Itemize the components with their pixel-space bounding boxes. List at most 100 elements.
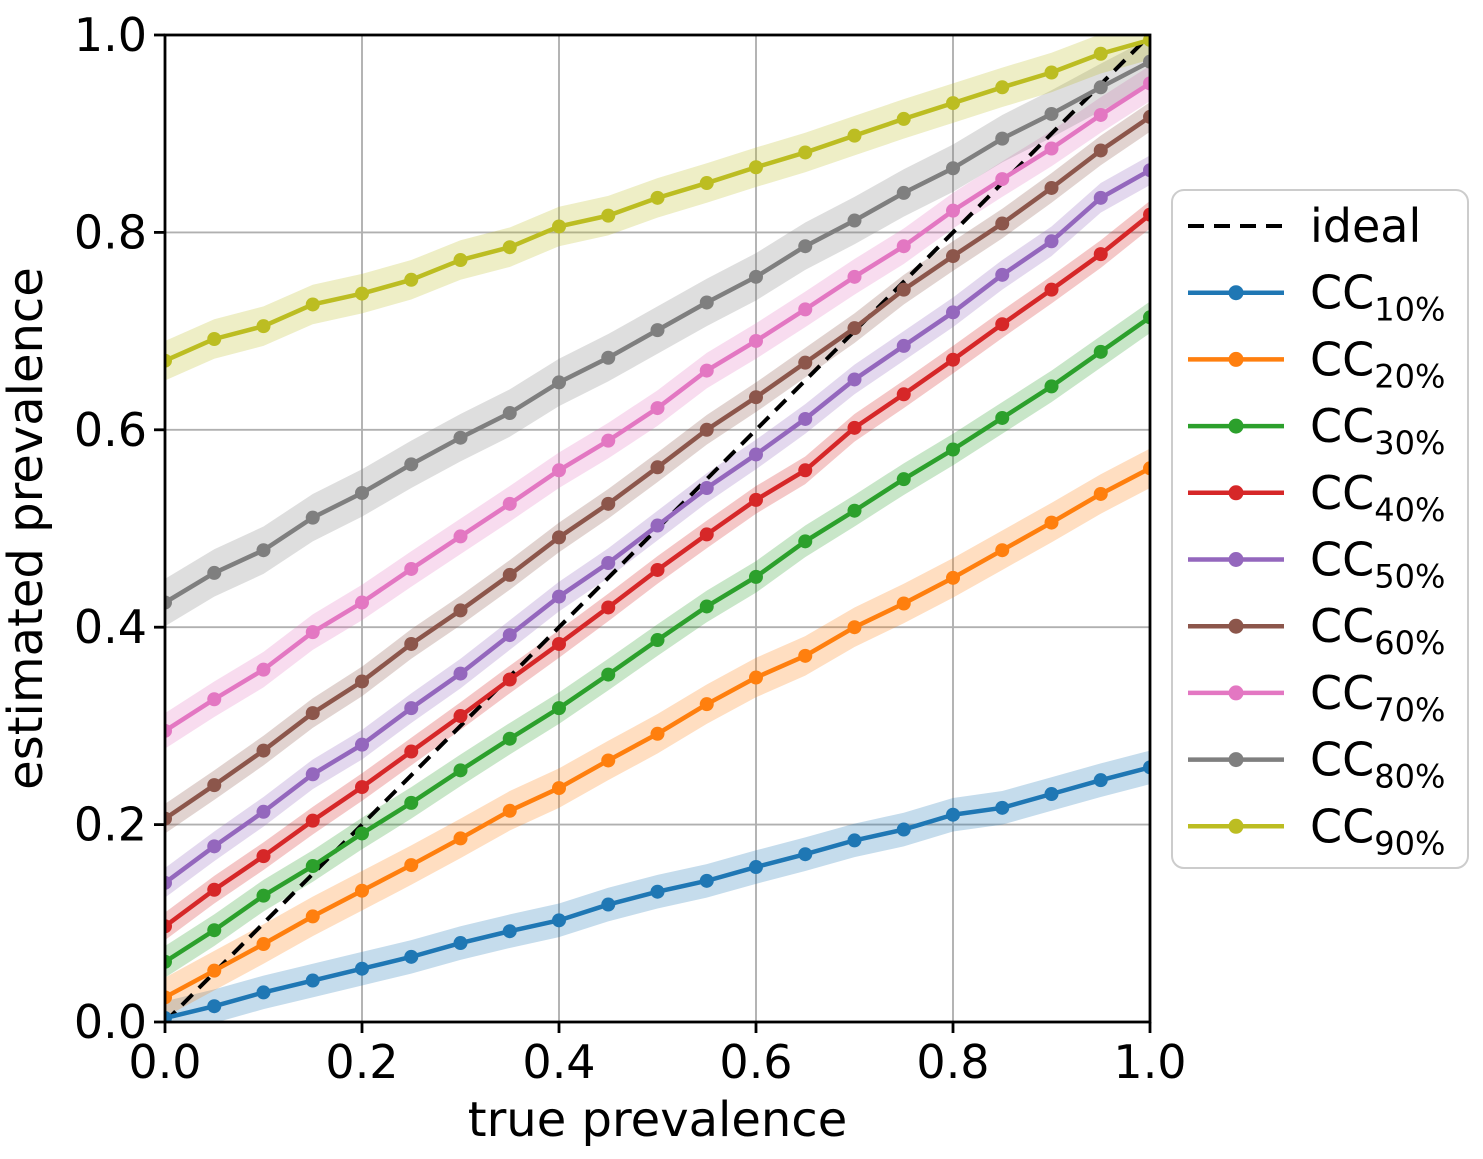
marker-cc-70 <box>552 463 566 478</box>
marker-cc-40 <box>601 600 616 615</box>
marker-cc-60 <box>896 282 911 297</box>
marker-cc-70 <box>699 363 714 378</box>
marker-cc-10 <box>601 897 616 912</box>
marker-cc-30 <box>749 569 763 584</box>
marker-cc-50 <box>453 666 468 681</box>
marker-cc-80 <box>601 350 616 365</box>
marker-cc-30 <box>798 534 813 549</box>
x-tick-label: 0.2 <box>325 1035 398 1089</box>
marker-cc-40 <box>165 919 172 934</box>
marker-cc-40 <box>946 352 960 367</box>
marker-cc-70 <box>404 561 419 576</box>
marker-cc-10 <box>1143 760 1150 775</box>
legend-label: CC50% <box>1310 533 1445 596</box>
marker-cc-70 <box>749 333 763 348</box>
marker-cc-90 <box>552 219 566 234</box>
x-tick-label: 0.6 <box>719 1035 792 1089</box>
marker-cc-70 <box>1143 76 1150 91</box>
marker-cc-10 <box>995 800 1010 815</box>
marker-cc-40 <box>552 636 566 651</box>
series-cc-90 <box>165 35 1150 368</box>
marker-cc-20 <box>404 858 419 873</box>
marker-cc-40 <box>404 744 419 759</box>
marker-cc-60 <box>453 603 468 618</box>
marker-cc-20 <box>1044 515 1059 530</box>
y-tick-label: 0.6 <box>74 403 147 457</box>
x-axis-label: true prevalence <box>468 1092 847 1148</box>
legend-sample-marker <box>1228 552 1244 567</box>
legend-label: CC80% <box>1310 733 1445 796</box>
marker-cc-30 <box>404 795 419 810</box>
marker-cc-50 <box>1143 163 1150 178</box>
legend-label: ideal <box>1310 199 1421 253</box>
marker-cc-90 <box>749 160 763 175</box>
marker-cc-80 <box>1143 54 1150 69</box>
marker-cc-60 <box>165 811 172 826</box>
marker-cc-70 <box>305 625 320 640</box>
marker-cc-20 <box>699 697 714 712</box>
marker-cc-50 <box>749 447 763 462</box>
marker-cc-60 <box>1093 143 1108 158</box>
marker-cc-30 <box>601 667 616 682</box>
series-cc-20 <box>165 461 1150 1005</box>
marker-cc-10 <box>1093 773 1108 788</box>
marker-cc-40 <box>699 527 714 542</box>
marker-cc-30 <box>896 472 911 487</box>
marker-cc-50 <box>404 701 419 716</box>
marker-cc-50 <box>165 875 172 890</box>
marker-cc-80 <box>453 430 468 445</box>
legend-entry-cc-10: CC10% <box>1188 266 1445 329</box>
marker-cc-50 <box>601 556 616 571</box>
marker-cc-40 <box>847 420 862 435</box>
marker-cc-90 <box>896 111 911 126</box>
marker-cc-90 <box>995 80 1010 95</box>
marker-cc-50 <box>502 628 517 643</box>
marker-cc-70 <box>165 723 172 738</box>
marker-cc-10 <box>207 999 222 1014</box>
legend-entry-cc-50: CC50% <box>1188 533 1445 596</box>
marker-cc-90 <box>355 286 369 301</box>
marker-cc-30 <box>355 826 369 841</box>
marker-cc-40 <box>1044 282 1059 297</box>
marker-cc-60 <box>256 743 271 758</box>
marker-cc-10 <box>355 961 369 976</box>
legend-sample-marker <box>1228 818 1244 834</box>
marker-cc-10 <box>404 949 419 964</box>
marker-cc-60 <box>847 321 862 336</box>
marker-cc-10 <box>847 833 862 848</box>
y-tick-label: 0.4 <box>74 600 147 654</box>
marker-cc-60 <box>798 355 813 370</box>
plot-frame <box>163 33 1152 1024</box>
marker-cc-60 <box>1143 109 1150 124</box>
marker-cc-20 <box>207 963 222 978</box>
series-cc-80 <box>165 54 1150 610</box>
marker-cc-50 <box>552 589 566 604</box>
marker-cc-70 <box>946 203 960 218</box>
legend-sample-marker <box>1228 485 1244 501</box>
marker-cc-20 <box>896 596 911 611</box>
legend-sample-marker <box>1228 351 1244 367</box>
marker-cc-60 <box>699 422 714 437</box>
marker-cc-50 <box>650 518 665 533</box>
marker-cc-40 <box>502 672 517 687</box>
marker-cc-40 <box>207 882 222 897</box>
marker-cc-90 <box>256 319 271 334</box>
marker-cc-60 <box>207 778 222 793</box>
legend-entry-cc-90: CC90% <box>1188 799 1445 862</box>
marker-cc-60 <box>404 636 419 651</box>
marker-cc-20 <box>946 570 960 585</box>
marker-cc-10 <box>165 1011 172 1022</box>
marker-cc-60 <box>502 567 517 582</box>
marker-cc-80 <box>798 239 813 254</box>
marker-cc-90 <box>1093 46 1108 61</box>
marker-cc-30 <box>650 633 665 648</box>
legend-sample-marker <box>1228 418 1244 434</box>
marker-cc-20 <box>165 990 172 1005</box>
marker-cc-50 <box>355 737 369 752</box>
marker-cc-10 <box>552 913 566 928</box>
marker-cc-60 <box>601 496 616 511</box>
marker-cc-90 <box>847 128 862 143</box>
marker-cc-50 <box>256 804 271 819</box>
marker-cc-90 <box>165 353 172 368</box>
